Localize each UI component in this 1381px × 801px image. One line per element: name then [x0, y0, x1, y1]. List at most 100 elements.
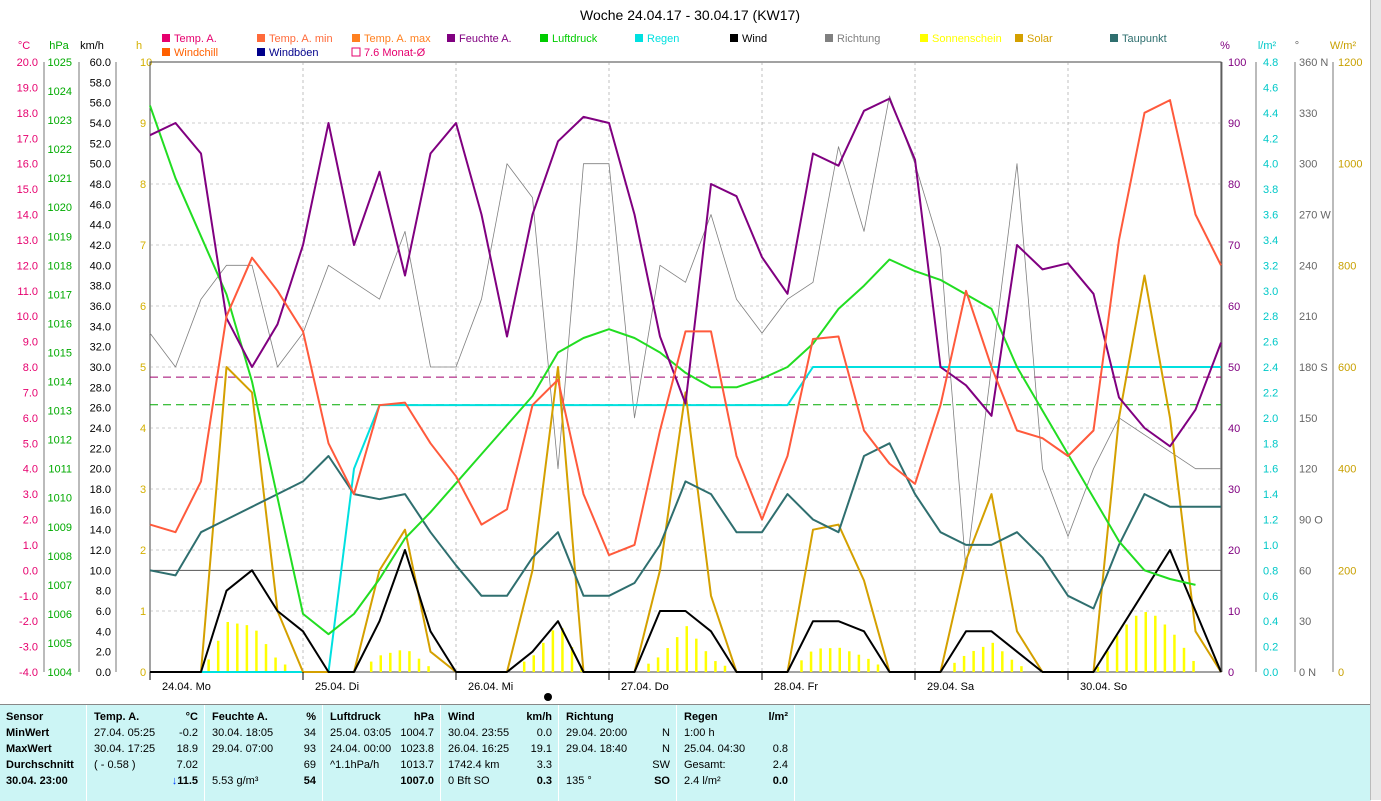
temp-now-value: 11.5 — [177, 775, 198, 787]
sunshine-bar — [647, 663, 650, 672]
sunshine-bar — [551, 630, 555, 672]
sunshine-bar — [723, 665, 727, 672]
pressure-tick: 1012 — [48, 435, 72, 447]
sunshine-bar — [570, 647, 574, 672]
pressure-tick: 1019 — [48, 231, 72, 243]
legend-label: Sonnenschein — [932, 33, 1002, 45]
temp-tick: 4.0 — [23, 464, 38, 476]
sunshine-bar — [1020, 666, 1023, 672]
pressure-tick: 1009 — [48, 522, 72, 534]
direction-tick: 240 — [1299, 260, 1317, 272]
rain-tick: 4.4 — [1263, 108, 1278, 120]
direction-tick: 90 O — [1299, 515, 1323, 527]
temp-tick: 9.0 — [23, 337, 38, 349]
temp-tick: 8.0 — [23, 362, 38, 374]
sunshine-bar — [685, 626, 688, 672]
rain-tick: 2.2 — [1263, 387, 1278, 399]
hum-avg-value: 69 — [303, 759, 316, 771]
sun-tick: 3 — [140, 484, 146, 496]
sunshine-bar — [1125, 624, 1128, 672]
temp-tick: 14.0 — [17, 210, 38, 222]
wind-beaufort: 0 Bft SO — [448, 775, 490, 787]
rain-tick: 0.8 — [1263, 565, 1278, 577]
wind-tick: 38.0 — [90, 281, 111, 293]
temp-header: Temp. A. — [94, 711, 140, 723]
dir-header: Richtung — [566, 711, 614, 723]
sunshine-bar — [1134, 615, 1138, 672]
sunshine-bar — [981, 646, 985, 672]
direction-tick: 330 — [1299, 108, 1317, 120]
stats-col-wind: Wind km/h 30.04. 23:55 0.0 26.04. 16:25 19.… — [442, 705, 559, 801]
sunshine-bar — [1106, 651, 1109, 672]
hum-header: Feuchte A. — [212, 711, 268, 723]
sun-tick: 8 — [140, 179, 146, 191]
x-axis: 24.04. Mo 25.04. Di 26.04. Mi 27.04. Do 28.0… — [149, 672, 1127, 693]
pressure-tick: 1021 — [48, 173, 72, 185]
rain-tick: 1.0 — [1263, 540, 1278, 552]
pressure-tick: 1020 — [48, 202, 72, 214]
rain-max-time: 25.04. 04:30 — [684, 743, 746, 755]
legend-label: Temp. A. min — [269, 33, 333, 45]
sunshine-bar — [962, 655, 966, 672]
wind-tick-unit: km/h — [80, 40, 104, 52]
sunshine-bar — [274, 657, 277, 672]
sunshine-bar — [953, 662, 956, 672]
legend-swatch-icon — [825, 34, 833, 42]
wind-tick: 8.0 — [96, 586, 111, 598]
sunshine-bar — [1144, 612, 1147, 672]
legend-label: Feuchte A. — [459, 33, 512, 45]
sunshine-bar — [245, 625, 249, 672]
rain-tick: 1.8 — [1263, 438, 1278, 450]
rain-tick: 1.4 — [1263, 489, 1278, 501]
rain-tick: 0.0 — [1263, 667, 1278, 679]
sunshine-bar — [1115, 635, 1119, 672]
sun-tick: 1 — [140, 606, 146, 618]
wind-tick: 18.0 — [90, 484, 111, 496]
temp-avg-trend: ( - 0.58 ) — [94, 759, 136, 771]
vertical-scrollbar[interactable] — [1370, 0, 1381, 800]
hum-max-value: 93 — [303, 743, 316, 755]
direction-tick: 180 S — [1299, 362, 1328, 374]
rain-tick: 0.4 — [1263, 616, 1278, 628]
solar-tick: 800 — [1338, 260, 1356, 272]
wind-tick: 44.0 — [90, 220, 111, 232]
rain-period: 1:00 h — [684, 727, 715, 739]
sunshine-bar — [828, 648, 832, 672]
sunshine-bar — [867, 658, 870, 672]
rain-tick: 2.4 — [1263, 362, 1278, 374]
temp-tick: -3.0 — [19, 642, 38, 654]
wind-tick: 40.0 — [90, 260, 111, 272]
weather-chart: Woche 24.04.17 - 30.04.17 (KW17) Temp. A… — [16, 7, 1363, 701]
legend-label: Luftdruck — [552, 33, 598, 45]
pressure-tick-unit: hPa — [49, 40, 69, 52]
pressure-tick: 1015 — [48, 347, 72, 359]
humidity-tick: 50 — [1228, 362, 1240, 374]
legend-swatch-icon — [352, 34, 360, 42]
temp-max-value: 18.9 — [176, 743, 198, 755]
direction-tick: 60 — [1299, 565, 1311, 577]
legend-swatch-icon — [1015, 34, 1023, 42]
temp-min-value: -0.2 — [179, 727, 198, 739]
direction-tick: 0 N — [1299, 667, 1316, 679]
sun-tick: 6 — [140, 301, 146, 313]
sunshine-bar — [398, 650, 402, 672]
series-line-wind — [150, 549, 1222, 673]
sunshine-bar — [216, 640, 220, 672]
sunshine-bar — [283, 664, 287, 672]
label-sensor: Sensor — [6, 711, 44, 723]
pressure-tick: 1018 — [48, 260, 72, 272]
temp-tick: 15.0 — [17, 184, 38, 196]
wind-min-time: 30.04. 23:55 — [448, 727, 510, 739]
direction-tick: 360 N — [1299, 57, 1328, 69]
stats-panel: Sensor MinWert MaxWert Durchschnitt 30.0… — [0, 704, 1371, 801]
x-tick-label: 24.04. Mo — [162, 681, 211, 693]
stats-col-direction: Richtung 29.04. 20:00 N 29.04. 18:40 N SW … — [560, 705, 677, 801]
temp-tick: 17.0 — [17, 133, 38, 145]
wind-tick: 30.0 — [90, 362, 111, 374]
wind-tick: 2.0 — [96, 647, 111, 659]
sunshine-bar — [800, 660, 803, 672]
sunshine-bar — [848, 651, 851, 672]
direction-tick: 120 — [1299, 464, 1317, 476]
down-arrow-icon: ↓ — [171, 775, 178, 787]
press-min-value: 1004.7 — [400, 727, 434, 739]
